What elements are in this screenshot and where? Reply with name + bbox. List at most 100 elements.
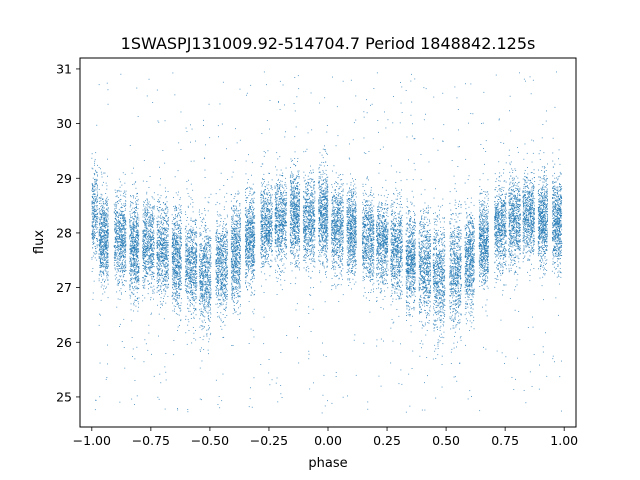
data-point (190, 285, 192, 287)
data-point (190, 262, 192, 263)
data-point (116, 191, 118, 193)
data-point (132, 356, 133, 357)
data-point (150, 266, 152, 268)
data-point (115, 260, 117, 261)
data-point (118, 215, 120, 216)
data-point (124, 195, 126, 197)
data-point (185, 279, 187, 281)
data-point (194, 262, 195, 264)
data-point (195, 242, 196, 244)
data-point (95, 197, 97, 199)
data-point (116, 230, 117, 232)
data-point (133, 255, 134, 257)
data-point (131, 209, 133, 211)
data-point (187, 273, 189, 275)
data-point (153, 266, 155, 267)
data-point (98, 249, 100, 251)
data-point (149, 222, 151, 224)
data-point (172, 238, 173, 239)
data-point (96, 196, 98, 198)
data-point (185, 248, 187, 250)
data-point (193, 276, 195, 278)
data-point (145, 261, 147, 262)
data-point (125, 196, 127, 198)
data-point (99, 270, 101, 272)
data-point (190, 273, 192, 275)
data-point (142, 241, 144, 242)
data-point (101, 249, 103, 251)
data-point (178, 265, 179, 267)
data-point (105, 287, 107, 289)
data-point (117, 197, 119, 198)
data-point (150, 246, 152, 248)
data-point (96, 191, 98, 193)
data-point (172, 279, 174, 281)
data-point (100, 213, 102, 215)
data-point (144, 275, 146, 276)
data-point (119, 230, 121, 232)
data-point (188, 223, 190, 225)
data-point (132, 243, 134, 244)
data-point (164, 266, 166, 268)
data-point (189, 231, 191, 233)
data-point (105, 220, 107, 222)
data-point (94, 235, 96, 236)
data-point (143, 248, 145, 249)
data-point (167, 264, 169, 266)
data-point (145, 260, 147, 261)
data-point (168, 268, 169, 270)
data-point (147, 237, 149, 239)
data-point (107, 279, 108, 281)
data-point (173, 263, 175, 265)
data-point (151, 262, 153, 263)
data-point (99, 266, 101, 268)
data-point (117, 264, 119, 265)
data-point (187, 274, 189, 276)
data-point (133, 254, 135, 256)
data-point (158, 231, 160, 233)
data-point (120, 228, 122, 230)
data-point (142, 237, 144, 239)
data-point (93, 201, 95, 203)
data-point (103, 288, 104, 290)
data-point (118, 253, 120, 255)
data-point (195, 309, 197, 311)
data-point (135, 226, 137, 228)
data-point (125, 234, 126, 236)
data-point (123, 217, 125, 218)
data-point (159, 166, 160, 168)
data-point (195, 258, 197, 260)
data-point (145, 234, 147, 236)
data-point (151, 225, 153, 227)
data-point (175, 224, 177, 226)
data-point (163, 209, 165, 211)
data-point (142, 255, 144, 257)
data-point (159, 232, 161, 234)
data-point (100, 236, 102, 237)
data-point (118, 237, 120, 239)
data-point (177, 408, 178, 409)
data-point (164, 208, 166, 210)
data-point (187, 278, 189, 280)
data-point (186, 259, 188, 260)
data-point (157, 286, 159, 288)
data-point (131, 257, 132, 259)
data-point (121, 237, 123, 238)
data-point (135, 264, 137, 266)
data-point (157, 231, 159, 233)
data-point (143, 204, 144, 206)
data-point (132, 237, 134, 239)
data-point (188, 278, 190, 279)
data-point (136, 223, 138, 225)
data-point (103, 274, 105, 276)
data-point (165, 220, 167, 222)
data-point (188, 247, 190, 249)
data-point (101, 218, 103, 220)
data-point (153, 206, 155, 208)
data-point (106, 196, 108, 198)
data-point (138, 219, 140, 221)
data-point (101, 222, 103, 224)
data-point (172, 229, 174, 231)
data-point (148, 248, 150, 250)
data-point (167, 265, 169, 267)
